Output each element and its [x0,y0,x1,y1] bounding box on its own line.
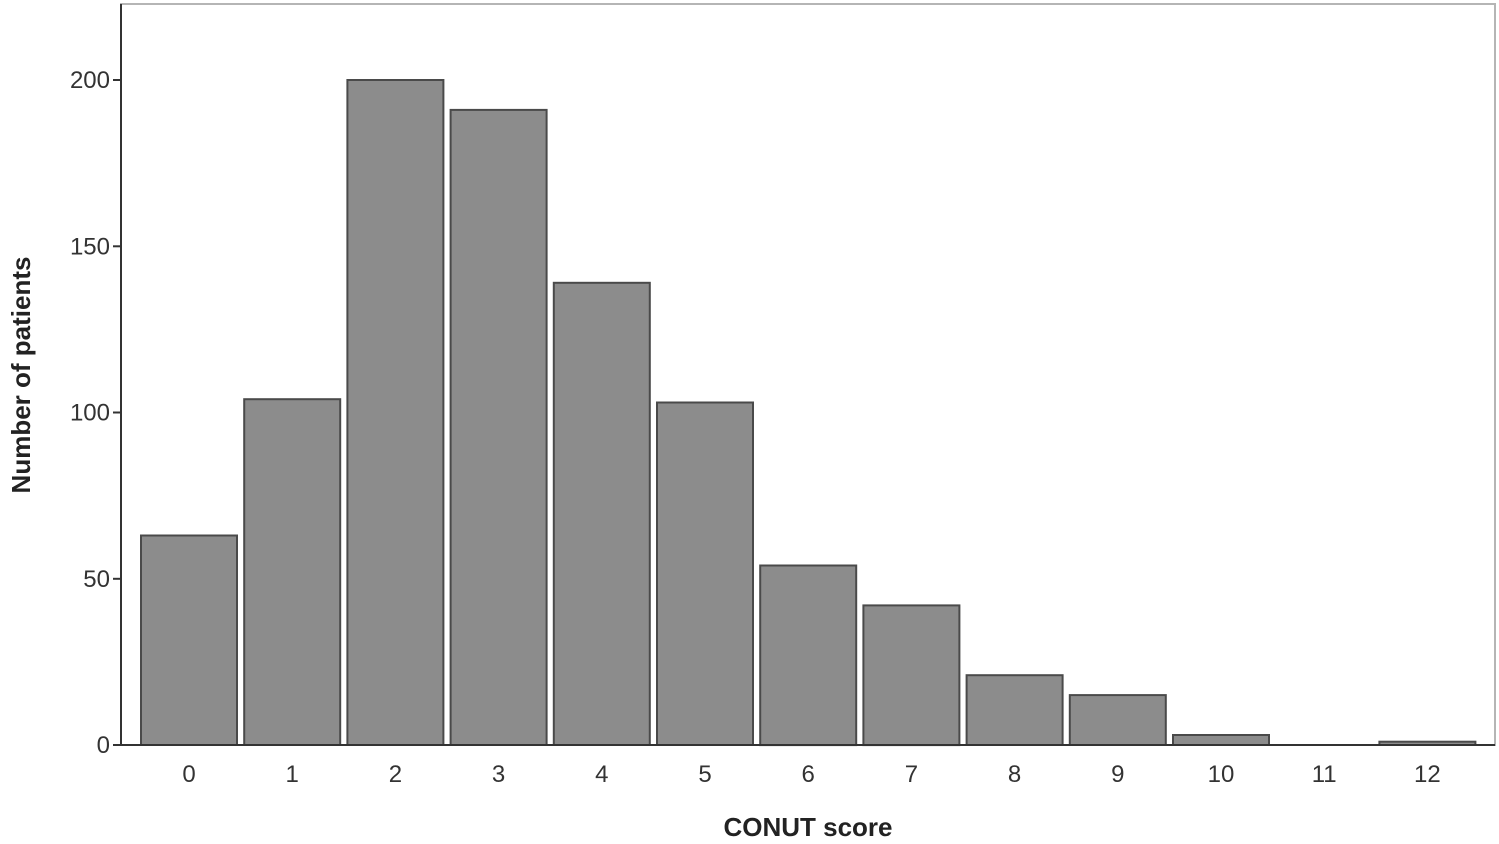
x-tick-label-11: 11 [1312,761,1337,788]
y-tick-label-150: 150 [70,233,110,260]
x-tick-label-1: 1 [286,761,299,788]
bar-4 [552,281,651,746]
y-tick-label-50: 50 [83,566,110,593]
bar-2 [346,79,445,746]
bar-0 [140,534,238,746]
x-tick-label-10: 10 [1208,761,1235,788]
x-tick-label-7: 7 [905,761,918,788]
bar-10 [1172,734,1270,746]
bar-9 [1068,694,1167,746]
bars-group [140,79,1477,747]
x-tick-label-8: 8 [1008,761,1021,788]
x-axis-title: CONUT score [723,812,892,842]
bar-3 [449,108,548,746]
x-tick-label-0: 0 [182,761,195,788]
y-tick-label-100: 100 [70,400,110,427]
x-tick-label-4: 4 [595,761,608,788]
x-tick-label-12: 12 [1414,761,1441,788]
bar-8 [965,674,1064,747]
y-tick-label-0: 0 [97,732,110,759]
x-axis-ticks: 0 1 2 3 4 5 6 7 8 9 10 11 12 [182,761,1440,788]
x-tick-label-3: 3 [492,761,505,788]
y-axis-ticks: 0 50 100 150 200 [70,67,121,759]
x-tick-label-6: 6 [802,761,815,788]
bar-6 [759,564,858,747]
bar-7 [862,604,961,747]
y-tick-label-200: 200 [70,67,110,94]
x-tick-label-5: 5 [698,761,711,788]
bar-1 [243,398,342,746]
y-axis-title: Number of patients [6,257,36,494]
x-tick-label-2: 2 [389,761,402,788]
bar-5 [656,401,754,746]
x-tick-label-9: 9 [1111,761,1124,788]
